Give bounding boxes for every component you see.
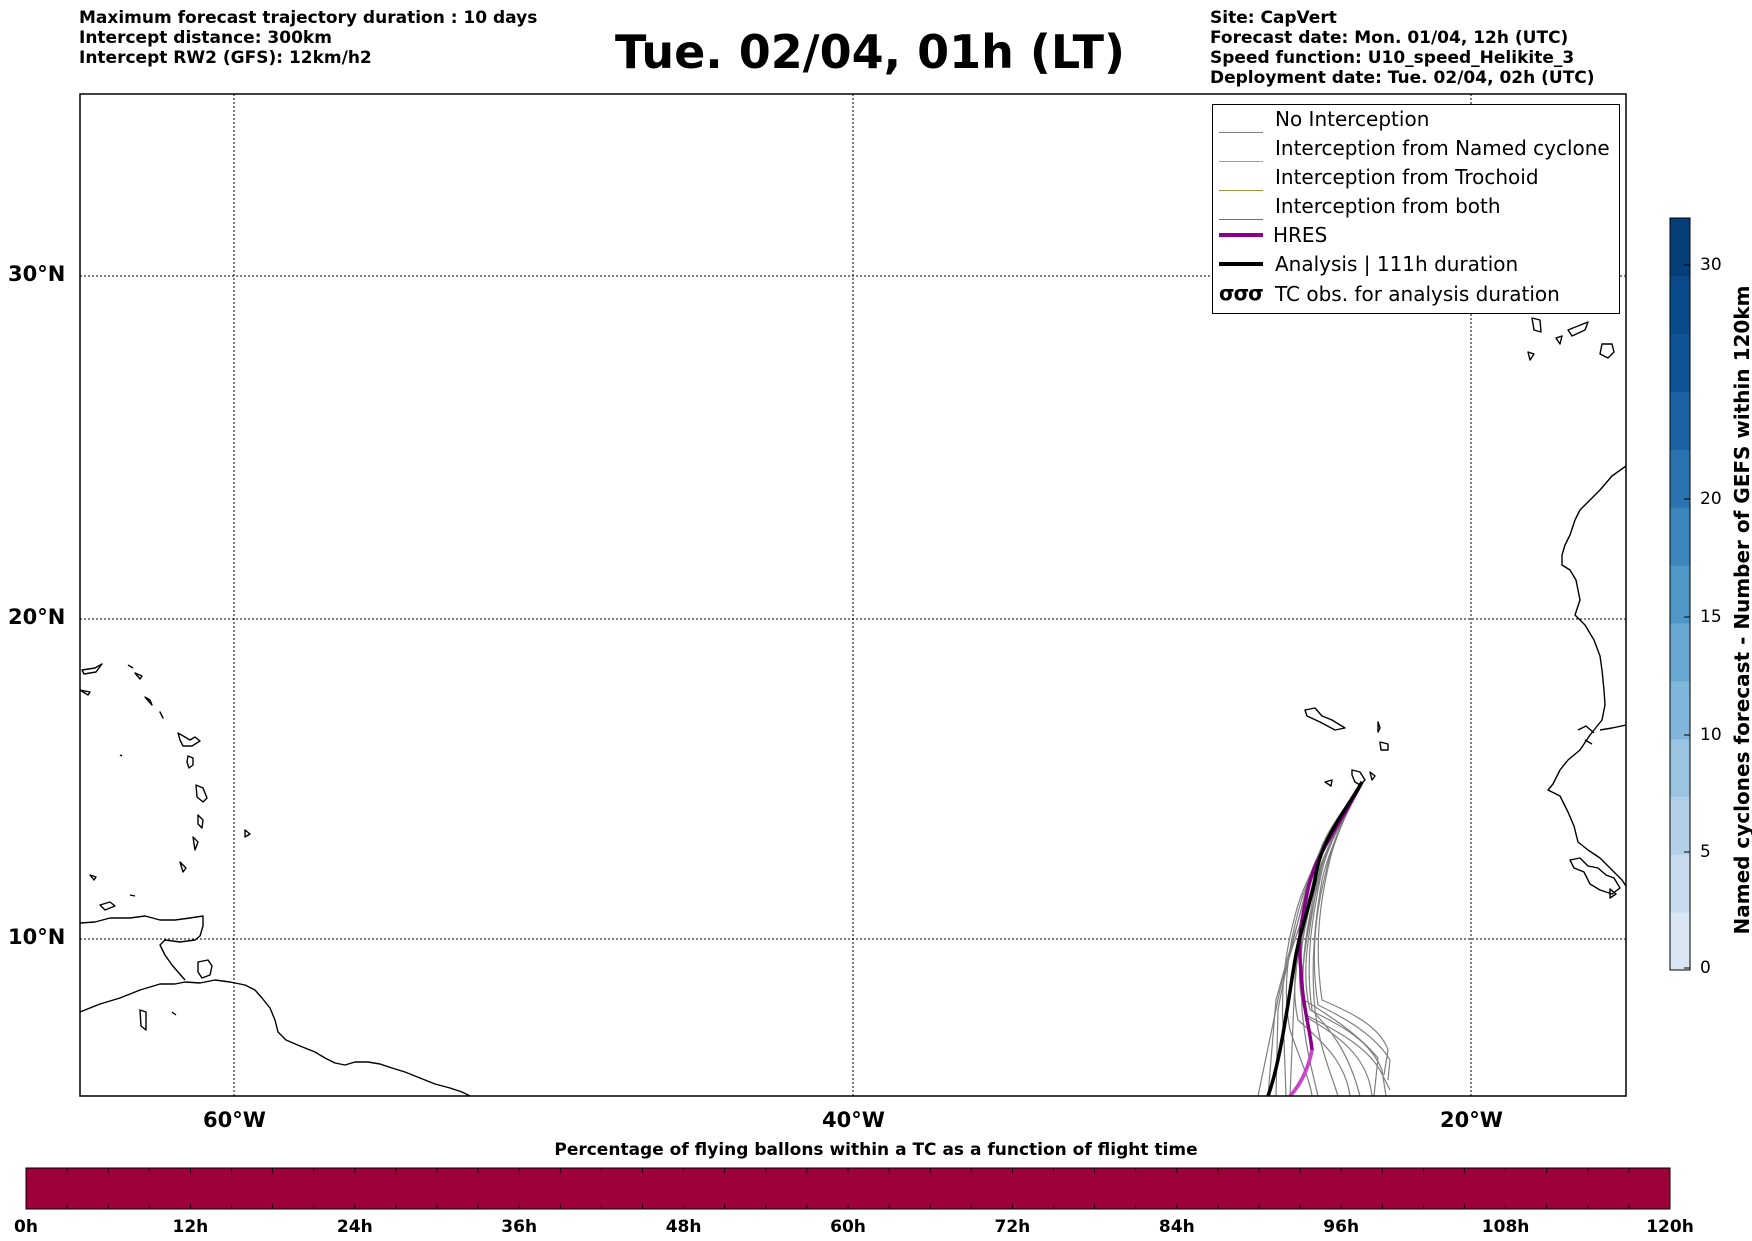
trajectory-line	[1317, 781, 1389, 1076]
timebar-tick-label: 72h	[994, 1217, 1031, 1237]
legend-label: Interception from Named cyclone	[1275, 136, 1610, 160]
lon-label-60w: 60°W	[203, 1108, 266, 1132]
map-frame	[79, 93, 1627, 1097]
colorbar-tick: 5	[1700, 842, 1711, 862]
legend-swatch	[1219, 160, 1263, 162]
legend-label: HRES	[1273, 223, 1328, 247]
timebar-tick-label: 96h	[1323, 1217, 1360, 1237]
legend-swatch	[1219, 218, 1263, 220]
timebar-tick-label: 24h	[336, 1217, 373, 1237]
colorbar-segment	[1670, 218, 1690, 277]
trajectory-line	[1302, 781, 1379, 1096]
venezuela-coast	[80, 915, 204, 981]
page-title: Tue. 02/04, 01h (LT)	[0, 24, 1752, 80]
colorbar-segment	[1670, 449, 1690, 508]
timebar-title: Percentage of flying ballons within a TC…	[554, 1140, 1198, 1160]
colorbar-segment	[1670, 796, 1690, 855]
cape-verde-islands	[1304, 707, 1389, 787]
colorbar-tick: 10	[1700, 725, 1722, 745]
lat-label-30n: 30°N	[8, 262, 66, 286]
timebar-tick-label: 0h	[14, 1217, 38, 1237]
timebar-fill	[25, 1167, 1671, 1210]
colorbar-segment	[1670, 565, 1690, 624]
legend-label: Interception from Trochoid	[1275, 165, 1539, 189]
legend-swatch	[1219, 189, 1263, 191]
colorbar-segment	[1670, 680, 1690, 740]
colorbar-frame	[1669, 217, 1691, 971]
intercept-distance-text: Intercept distance: 300km	[79, 28, 332, 48]
timebar-tick-label: 48h	[665, 1217, 702, 1237]
timebar-tick-label: 108h	[1481, 1217, 1530, 1237]
legend-label: Interception from both	[1275, 194, 1501, 218]
cyclone-symbols-icon: σσσ	[1219, 281, 1264, 305]
legend-label: TC obs. for analysis duration	[1275, 282, 1560, 306]
speed-function-text: Speed function: U10_speed_Helikite_3	[1210, 48, 1575, 68]
colorbar-tick: 30	[1700, 255, 1722, 275]
colorbar-segment	[1670, 391, 1690, 450]
timebar-tick-label: 60h	[830, 1217, 866, 1237]
africa-coast-details	[1569, 724, 1626, 899]
colorbar-tick: 0	[1700, 958, 1711, 978]
timebar-tick-label: 12h	[172, 1217, 209, 1237]
trinidad-island	[197, 959, 213, 979]
lat-label-10n: 10°N	[8, 925, 66, 949]
title-text: Tue. 02/04, 01h (LT)	[615, 25, 1125, 79]
deployment-date-text: Deployment date: Tue. 02/04, 02h (UTC)	[1210, 68, 1595, 88]
colorbar-tick: 15	[1700, 607, 1722, 627]
colorbar-segment	[1670, 333, 1690, 393]
timebar	[25, 1167, 1671, 1210]
max-duration-text: Maximum forecast trajectory duration : 1…	[79, 8, 538, 28]
africa-coast	[1547, 465, 1626, 887]
timebar-tick-label: 36h	[501, 1217, 538, 1237]
lon-label-20w: 20°W	[1440, 1108, 1503, 1132]
timebar-tick-label: 84h	[1158, 1217, 1195, 1237]
trajectory-line	[1313, 781, 1391, 1081]
colorbar-segment	[1670, 738, 1690, 797]
south-america-coast	[80, 979, 471, 1096]
colorbar-segment	[1670, 507, 1690, 566]
legend-label: Analysis | 111h duration	[1275, 252, 1519, 276]
colorbar-segment	[1670, 275, 1690, 335]
timebar-tick-label: 120h	[1646, 1217, 1694, 1237]
lat-label-20n: 20°N	[8, 605, 66, 629]
colorbar-segment	[1670, 912, 1690, 971]
canary-islands	[1527, 317, 1615, 361]
colorbar-label: Named cyclones forecast - Number of GEFS…	[1730, 285, 1752, 935]
lon-label-40w: 40°W	[822, 1108, 885, 1132]
colorbar	[1669, 217, 1691, 971]
legend-label: No Interception	[1275, 107, 1430, 131]
colorbar-segment	[1670, 854, 1690, 913]
legend: No Interception Interception from Named …	[1212, 104, 1620, 314]
caribbean-islands	[80, 663, 251, 1031]
forecast-date-text: Forecast date: Mon. 01/04, 12h (UTC)	[1210, 28, 1569, 48]
analysis-trajectory	[1266, 781, 1364, 1096]
hres-trajectory-tail	[1288, 1049, 1314, 1096]
intercept-rw2-text: Intercept RW2 (GFS): 12km/h2	[79, 48, 372, 68]
legend-swatch	[1219, 233, 1263, 237]
legend-swatch	[1219, 131, 1263, 133]
site-text: Site: CapVert	[1210, 8, 1337, 28]
colorbar-segment	[1670, 622, 1690, 682]
legend-swatch	[1219, 262, 1263, 266]
colorbar-tick: 20	[1700, 489, 1722, 509]
